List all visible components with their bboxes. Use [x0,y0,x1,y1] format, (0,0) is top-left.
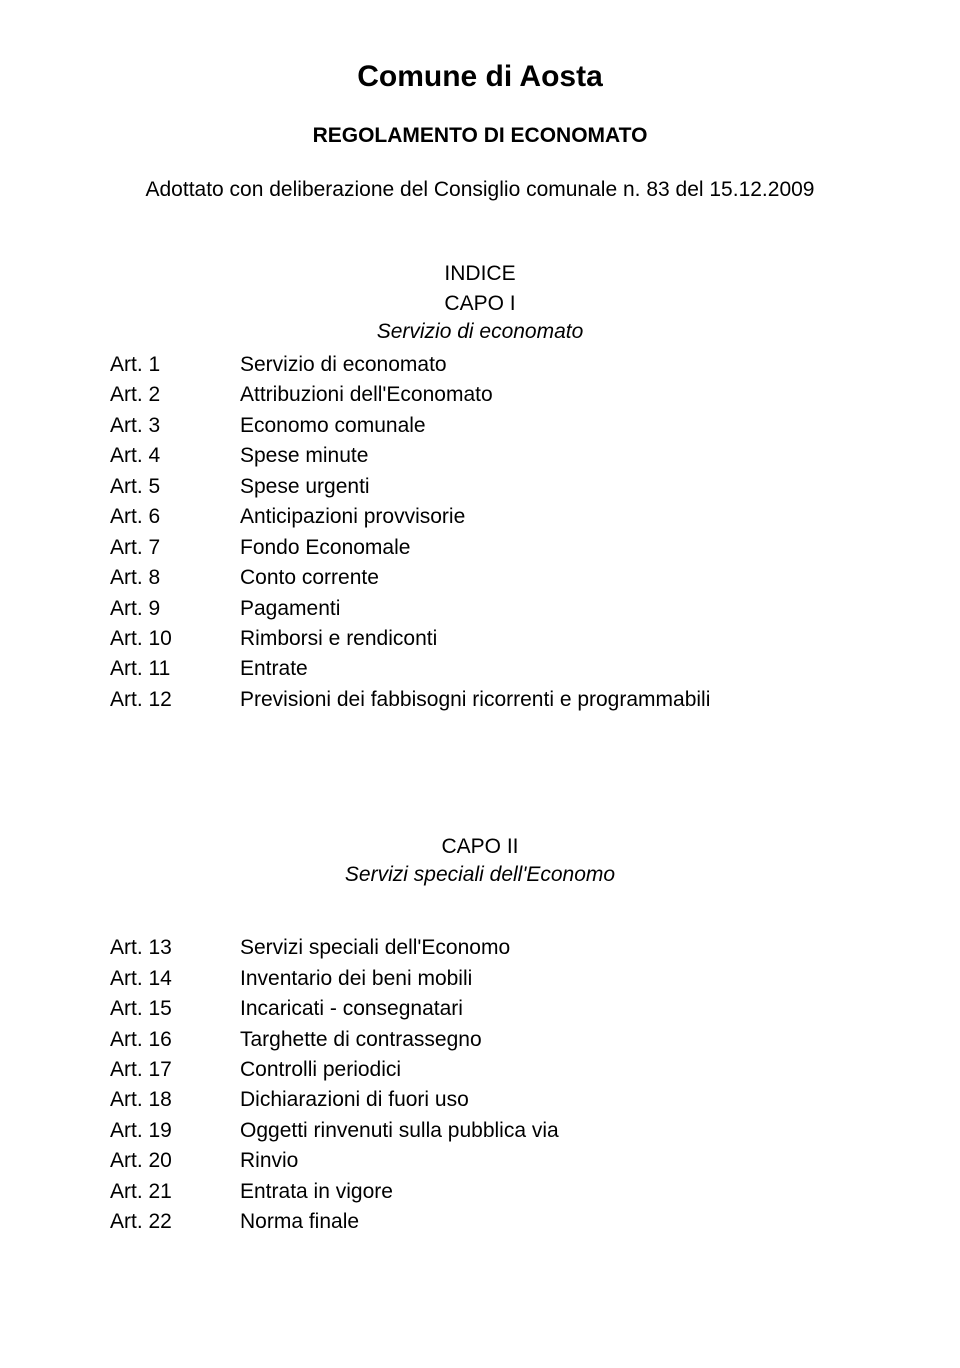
article-row: Art. 12Previsioni dei fabbisogni ricorre… [110,685,850,715]
article-row: Art. 20Rinvio [110,1146,850,1176]
article-row: Art. 17Controlli periodici [110,1055,850,1085]
article-label: Rinvio [240,1146,850,1176]
document-page: Comune di Aosta REGOLAMENTO DI ECONOMATO… [0,0,960,1368]
capo-i-subtitle: Servizio di economato [110,320,850,344]
article-row: Art. 3Economo comunale [110,411,850,441]
article-row: Art. 2Attribuzioni dell'Economato [110,380,850,410]
article-num: Art. 7 [110,533,240,563]
article-num: Art. 12 [110,685,240,715]
article-row: Art. 13Servizi speciali dell'Economo [110,933,850,963]
article-label: Servizi speciali dell'Economo [240,933,850,963]
section-capo-ii: CAPO II Servizi speciali dell'Economo Ar… [110,835,850,1237]
adoption-note: Adottato con deliberazione del Consiglio… [110,178,850,202]
section-gap [110,785,850,835]
article-num: Art. 1 [110,350,240,380]
article-row: Art. 14Inventario dei beni mobili [110,964,850,994]
article-num: Art. 8 [110,563,240,593]
article-row: Art. 6Anticipazioni provvisorie [110,502,850,532]
capo-ii-heading: CAPO II [110,835,850,859]
article-row: Art. 9Pagamenti [110,594,850,624]
article-label: Norma finale [240,1207,850,1237]
article-row: Art. 10Rimborsi e rendiconti [110,624,850,654]
article-num: Art. 6 [110,502,240,532]
article-label: Pagamenti [240,594,850,624]
article-label: Spese minute [240,441,850,471]
section-capo-i: CAPO I Servizio di economato Art. 1Servi… [110,292,850,715]
capo-ii-article-list: Art. 13Servizi speciali dell'Economo Art… [110,933,850,1237]
article-num: Art. 19 [110,1116,240,1146]
article-row: Art. 1Servizio di economato [110,350,850,380]
article-row: Art. 8Conto corrente [110,563,850,593]
article-row: Art. 19Oggetti rinvenuti sulla pubblica … [110,1116,850,1146]
article-label: Entrata in vigore [240,1177,850,1207]
article-row: Art. 18Dichiarazioni di fuori uso [110,1085,850,1115]
capo-i-article-list: Art. 1Servizio di economato Art. 2Attrib… [110,350,850,715]
article-row: Art. 21Entrata in vigore [110,1177,850,1207]
section-inner-gap [110,893,850,933]
article-num: Art. 2 [110,380,240,410]
article-label: Controlli periodici [240,1055,850,1085]
article-num: Art. 22 [110,1207,240,1237]
article-label: Anticipazioni provvisorie [240,502,850,532]
article-num: Art. 20 [110,1146,240,1176]
capo-ii-subtitle: Servizi speciali dell'Economo [110,863,850,887]
article-label: Dichiarazioni di fuori uso [240,1085,850,1115]
article-label: Rimborsi e rendiconti [240,624,850,654]
article-row: Art. 11Entrate [110,654,850,684]
article-row: Art. 4Spese minute [110,441,850,471]
article-row: Art. 7Fondo Economale [110,533,850,563]
article-label: Conto corrente [240,563,850,593]
article-num: Art. 21 [110,1177,240,1207]
article-row: Art. 15Incaricati - consegnatari [110,994,850,1024]
article-num: Art. 11 [110,654,240,684]
document-subtitle: REGOLAMENTO DI ECONOMATO [110,124,850,148]
article-label: Economo comunale [240,411,850,441]
article-label: Spese urgenti [240,472,850,502]
article-num: Art. 15 [110,994,240,1024]
article-num: Art. 13 [110,933,240,963]
article-num: Art. 9 [110,594,240,624]
article-label: Fondo Economale [240,533,850,563]
article-row: Art. 22Norma finale [110,1207,850,1237]
article-label: Targhette di contrassegno [240,1025,850,1055]
article-label: Servizio di economato [240,350,850,380]
article-num: Art. 10 [110,624,240,654]
article-num: Art. 17 [110,1055,240,1085]
article-row: Art. 5Spese urgenti [110,472,850,502]
indice-heading: INDICE [110,262,850,286]
article-num: Art. 14 [110,964,240,994]
article-label: Previsioni dei fabbisogni ricorrenti e p… [240,685,850,715]
article-label: Inventario dei beni mobili [240,964,850,994]
article-num: Art. 5 [110,472,240,502]
article-row: Art. 16Targhette di contrassegno [110,1025,850,1055]
article-num: Art. 4 [110,441,240,471]
document-title: Comune di Aosta [110,60,850,94]
article-label: Entrate [240,654,850,684]
article-num: Art. 3 [110,411,240,441]
article-num: Art. 18 [110,1085,240,1115]
article-num: Art. 16 [110,1025,240,1055]
article-label: Oggetti rinvenuti sulla pubblica via [240,1116,850,1146]
article-label: Attribuzioni dell'Economato [240,380,850,410]
capo-i-heading: CAPO I [110,292,850,316]
article-label: Incaricati - consegnatari [240,994,850,1024]
